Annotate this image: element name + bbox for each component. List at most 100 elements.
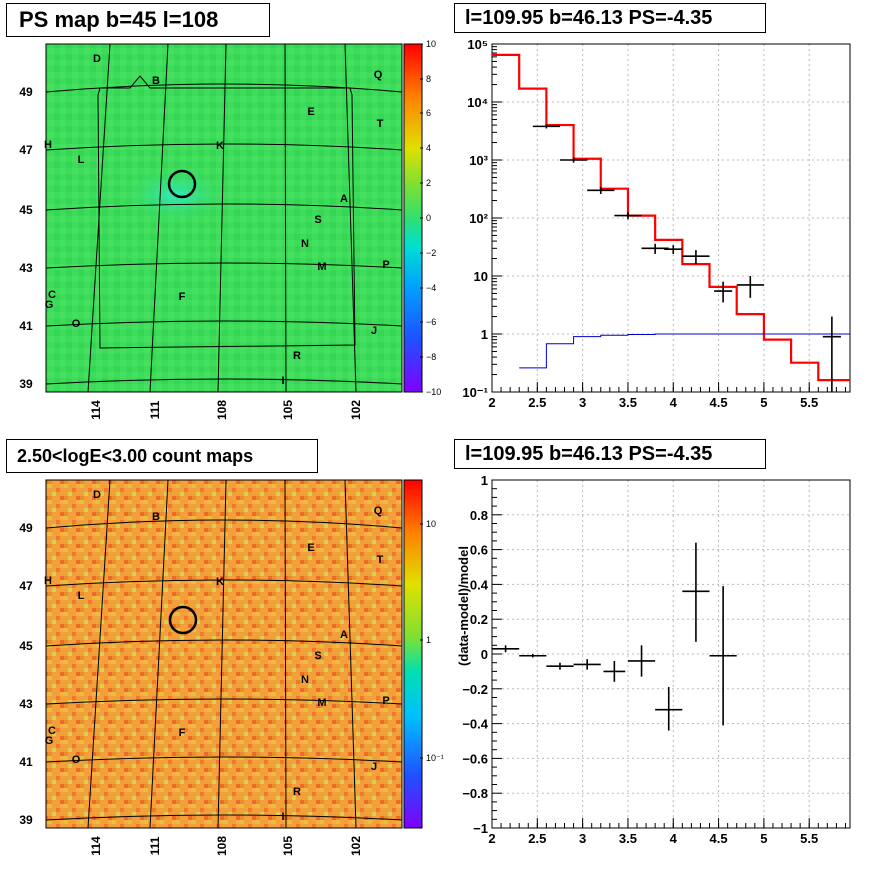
count-map-title: 2.50<logE<3.00 count maps xyxy=(6,439,318,473)
y-tick-label: 0.4 xyxy=(470,577,489,592)
colorbar-tick-label: 10 xyxy=(426,39,436,49)
map-label-c: C xyxy=(48,725,56,737)
map-label-b: B xyxy=(152,511,160,523)
map-label-i: I xyxy=(281,811,284,823)
y-tick-label: 0.6 xyxy=(470,543,488,558)
y-tick-label: 1 xyxy=(481,327,488,342)
x-tick-label: 108 xyxy=(215,400,229,420)
x-tick-label: 105 xyxy=(281,400,295,420)
map-label-f: F xyxy=(179,291,186,303)
ratio-title: l=109.95 b=46.13 PS=-4.35 xyxy=(454,439,766,469)
y-tick-label: −0.8 xyxy=(462,786,488,801)
x-tick-label: 4.5 xyxy=(710,831,728,846)
ratio-svg: 2 2.5 3 3.5 4 4.5 5 5.5 1 0.8 0.6 0.4 0.2 0 −0.2 −0.4 −0… xyxy=(456,473,851,846)
spectrum-ticks xyxy=(491,46,846,393)
y-tick-label: 47 xyxy=(19,579,33,593)
y-tick-label: 10³ xyxy=(469,153,488,168)
ps-map-colorbar-ticks: 10 8 6 4 2 0 −2 −4 −6 −8 −10 xyxy=(420,39,441,397)
map-label-e: E xyxy=(307,106,314,118)
map-label-m: M xyxy=(317,697,326,709)
x-tick-label: 4 xyxy=(670,395,678,410)
x-tick-label: 5 xyxy=(760,395,767,410)
map-label-b: B xyxy=(152,75,160,87)
spectrum-panel: 2 2.5 3 3.5 4 4.5 5 5.5 10⁵ 10⁴ 10³ 10² 10 1 10⁻¹ l=10… xyxy=(448,0,896,436)
y-tick-label: −0.6 xyxy=(462,751,488,766)
x-tick-label: 108 xyxy=(215,836,229,856)
count-map-svg: D B Q E T H K L A SN P M CG F O J R I 10 1 10⁻¹ 49 47 45 43 41 3… xyxy=(19,479,444,856)
count-map-x-ticks: 114 111 108 105 102 xyxy=(89,836,363,856)
count-map-labels: D B Q E T H K L A SN P M CG F O J R I xyxy=(44,489,390,823)
ps-map-x-ticks: 114 111 108 105 102 xyxy=(89,400,363,420)
x-tick-label: 111 xyxy=(148,836,162,855)
count-map-colorbar-ticks: 10 1 10⁻¹ xyxy=(420,519,444,763)
x-tick-label: 2 xyxy=(488,395,495,410)
map-label-g: G xyxy=(45,299,54,311)
x-tick-label: 3 xyxy=(579,395,586,410)
map-label-s: S xyxy=(314,214,321,226)
ratio-y-axis-label: (data-model)/model xyxy=(456,546,471,666)
y-tick-label: −0.4 xyxy=(462,717,488,732)
colorbar-tick-label: 4 xyxy=(426,143,431,153)
map-label-s: S xyxy=(314,650,321,662)
x-tick-label: 5 xyxy=(760,831,767,846)
map-label-a: A xyxy=(340,629,348,641)
ps-map-y-ticks: 49 47 45 43 41 39 xyxy=(19,85,33,391)
map-label-k: K xyxy=(216,140,224,152)
ratio-ticks xyxy=(491,479,846,829)
map-label-k: K xyxy=(216,576,224,588)
colorbar-tick-label: 0 xyxy=(426,213,431,223)
colorbar-tick-label: −8 xyxy=(426,352,436,362)
x-tick-label: 3 xyxy=(579,831,586,846)
colorbar-tick-label: −4 xyxy=(426,283,436,293)
colorbar-tick-label: 10⁻¹ xyxy=(426,753,444,763)
map-label-i: I xyxy=(281,375,284,387)
y-tick-label: 39 xyxy=(19,377,33,391)
colorbar-tick-label: −2 xyxy=(426,248,436,258)
y-tick-label: 49 xyxy=(19,85,33,99)
y-tick-label: 43 xyxy=(19,697,33,711)
x-tick-label: 3.5 xyxy=(619,395,637,410)
count-map-grid xyxy=(45,479,403,829)
x-tick-label: 114 xyxy=(89,400,103,420)
ratio-tick-labels: 2 2.5 3 3.5 4 4.5 5 5.5 1 0.8 0.6 0.4 0.2 0 −0.2 −0.4 −0… xyxy=(462,473,818,846)
map-label-e: E xyxy=(307,542,314,554)
map-label-q: Q xyxy=(374,505,383,517)
map-label-l: L xyxy=(78,590,85,602)
ps-map-labels: D B Q E T H K L A SN P M CG F O J R I xyxy=(44,53,390,387)
y-tick-label: 43 xyxy=(19,261,33,275)
map-label-n: N xyxy=(301,674,309,686)
map-label-p: P xyxy=(382,259,389,271)
y-tick-label: −0.2 xyxy=(462,682,488,697)
count-map-frame xyxy=(45,479,403,829)
count-map-y-ticks: 49 47 45 43 41 39 xyxy=(19,521,33,827)
map-label-d: D xyxy=(93,489,101,501)
data-points xyxy=(532,124,841,392)
x-tick-label: 111 xyxy=(148,400,162,419)
x-tick-label: 4.5 xyxy=(710,395,728,410)
background-step-line xyxy=(519,333,850,369)
map-label-a: A xyxy=(340,193,348,205)
ps-map-colorbar xyxy=(403,43,423,393)
y-tick-label: 0 xyxy=(481,647,488,662)
ps-map-frame xyxy=(45,43,403,393)
colorbar-tick-label: 8 xyxy=(426,74,431,84)
map-label-j: J xyxy=(371,761,377,773)
count-map-source-circle xyxy=(168,605,198,635)
map-label-l: L xyxy=(78,154,85,166)
map-label-j: J xyxy=(371,325,377,337)
ps-map-title: PS map b=45 l=108 xyxy=(6,3,270,37)
map-label-m: M xyxy=(317,261,326,273)
map-label-c: C xyxy=(48,289,56,301)
y-tick-label: 41 xyxy=(19,755,33,769)
map-label-h: H xyxy=(44,575,52,587)
map-label-h: H xyxy=(44,139,52,151)
map-label-g: G xyxy=(45,735,54,747)
map-label-t: T xyxy=(377,554,384,566)
spectrum-title: l=109.95 b=46.13 PS=-4.35 xyxy=(454,3,766,33)
map-label-r: R xyxy=(293,350,301,362)
map-label-p: P xyxy=(382,695,389,707)
y-tick-label: 39 xyxy=(19,813,33,827)
